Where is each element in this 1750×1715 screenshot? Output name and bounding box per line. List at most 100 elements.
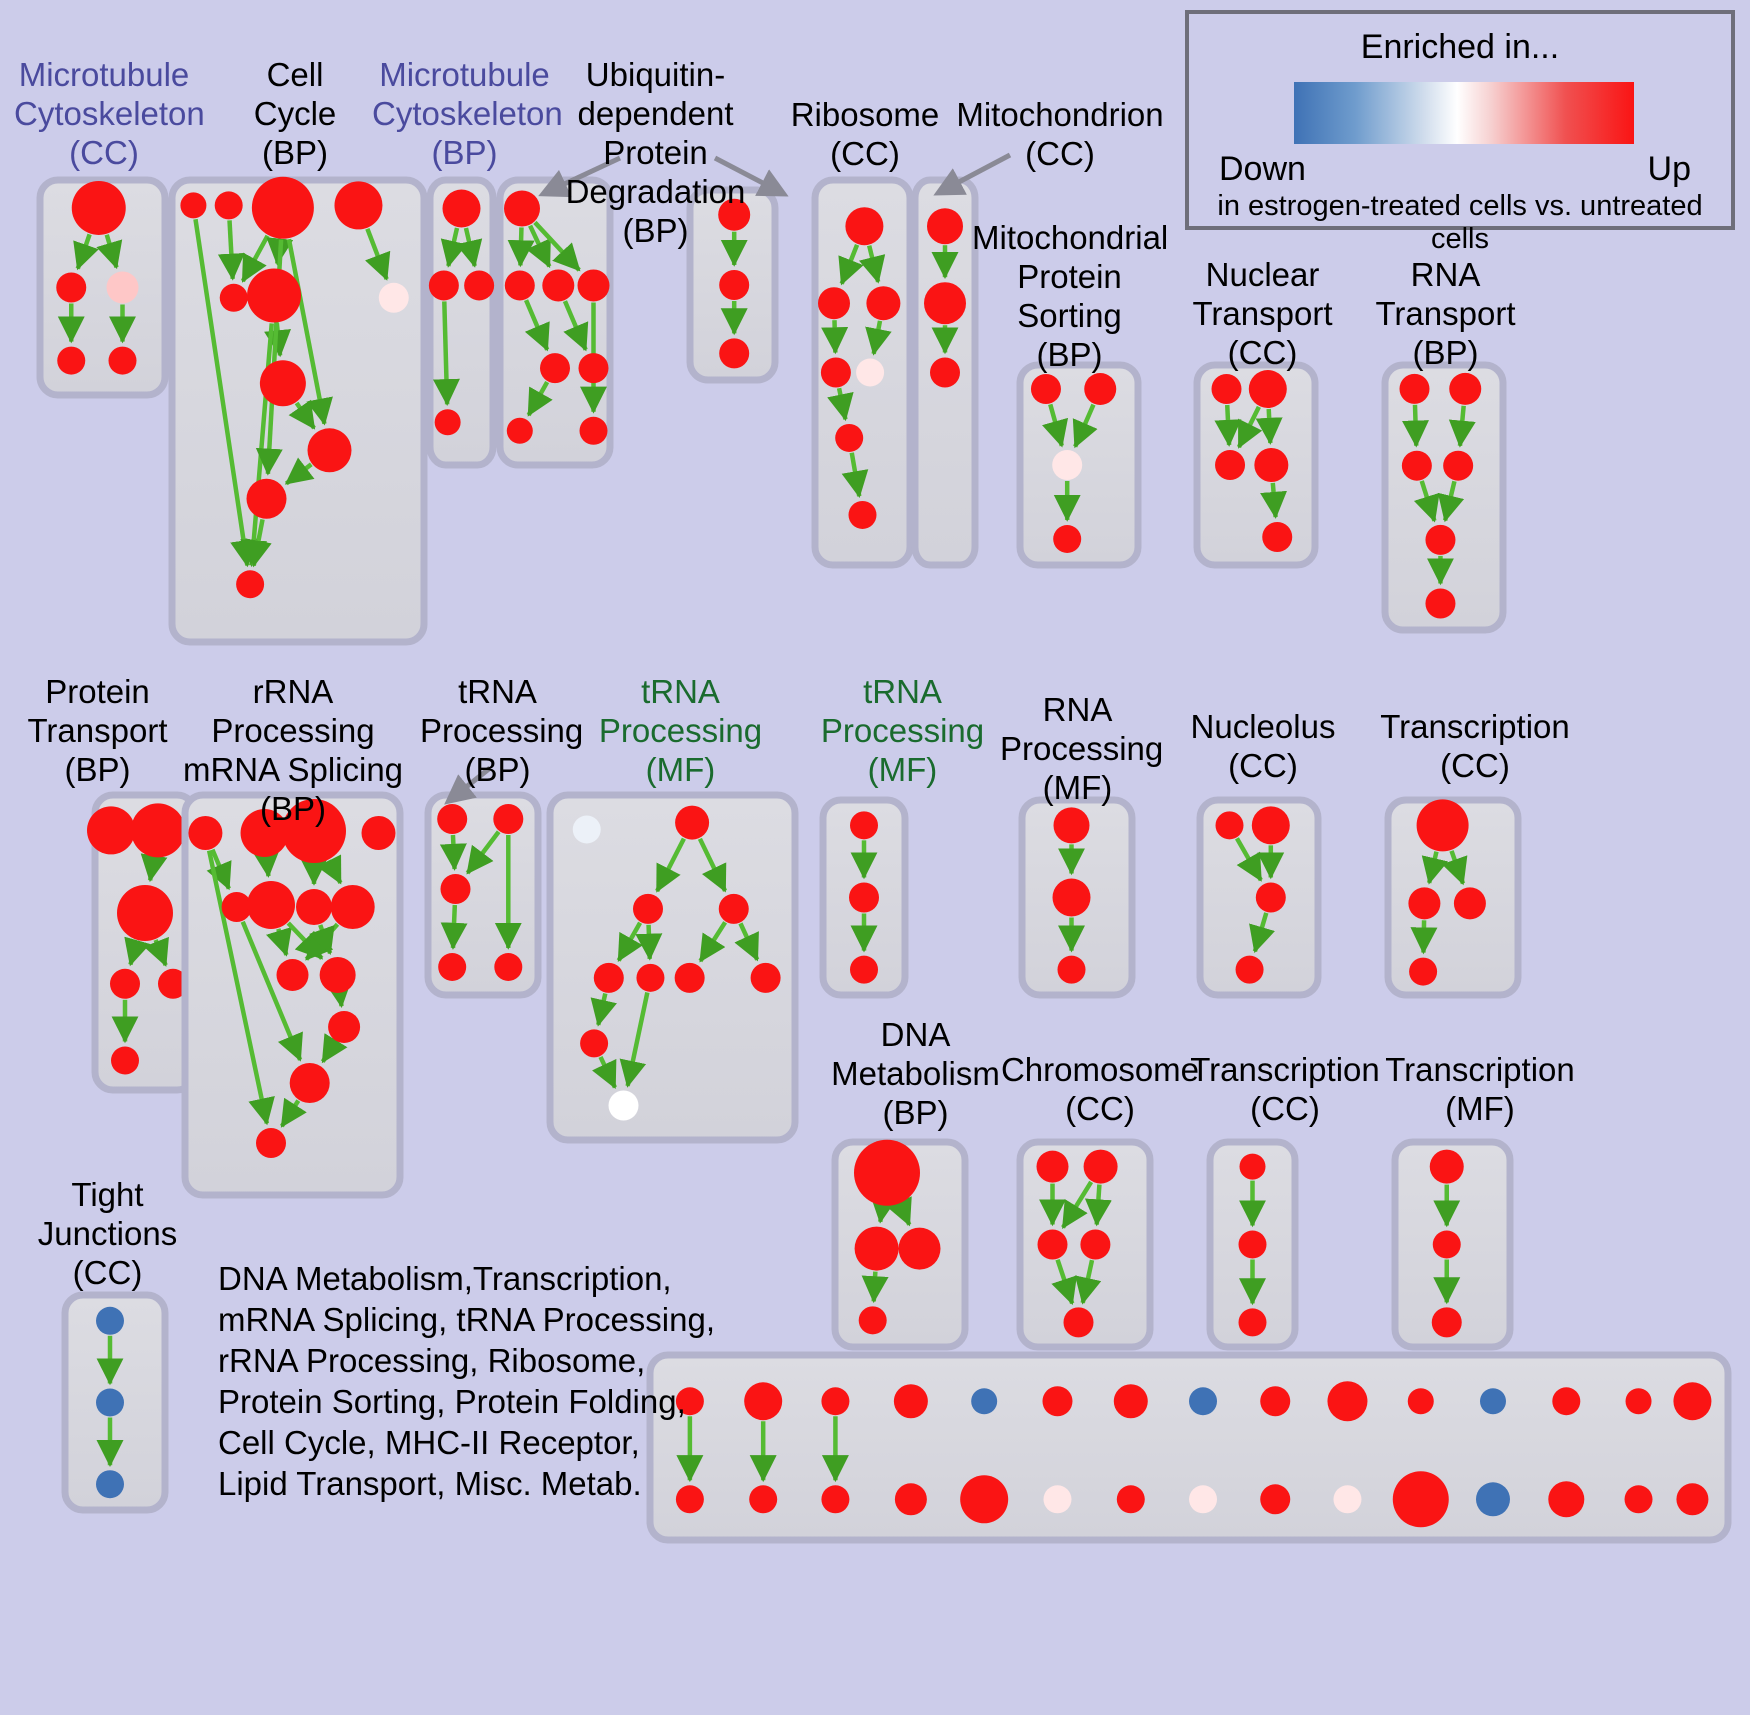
network-node[interactable] bbox=[675, 1485, 704, 1514]
network-node[interactable] bbox=[845, 207, 884, 246]
network-node[interactable] bbox=[330, 885, 375, 929]
network-node[interactable] bbox=[247, 268, 302, 323]
network-node[interactable] bbox=[96, 1306, 124, 1335]
network-node[interactable] bbox=[1453, 887, 1486, 920]
network-node[interactable] bbox=[506, 417, 533, 444]
network-node[interactable] bbox=[334, 181, 383, 230]
network-node[interactable] bbox=[718, 893, 749, 924]
network-node[interactable] bbox=[1053, 807, 1090, 844]
network-node[interactable] bbox=[1475, 1482, 1510, 1517]
network-node[interactable] bbox=[894, 1483, 927, 1516]
network-node[interactable] bbox=[1053, 525, 1082, 553]
network-node[interactable] bbox=[1030, 374, 1061, 404]
network-node[interactable] bbox=[540, 353, 570, 384]
network-node[interactable] bbox=[57, 346, 86, 375]
network-node[interactable] bbox=[898, 1227, 941, 1270]
network-node[interactable] bbox=[1084, 373, 1117, 405]
network-node[interactable] bbox=[256, 1128, 286, 1158]
network-node[interactable] bbox=[440, 874, 471, 904]
network-node[interactable] bbox=[437, 804, 468, 834]
network-node[interactable] bbox=[259, 360, 306, 407]
network-node[interactable] bbox=[1036, 1150, 1069, 1183]
network-node[interactable] bbox=[188, 816, 223, 850]
network-node[interactable] bbox=[1248, 370, 1287, 408]
network-node[interactable] bbox=[110, 968, 140, 999]
network-node[interactable] bbox=[1042, 1386, 1073, 1417]
network-node[interactable] bbox=[675, 1387, 704, 1416]
network-node[interactable] bbox=[854, 1139, 920, 1206]
network-node[interactable] bbox=[1408, 887, 1441, 920]
network-node[interactable] bbox=[850, 955, 878, 984]
network-node[interactable] bbox=[1431, 1307, 1462, 1338]
network-node[interactable] bbox=[71, 180, 126, 235]
network-node[interactable] bbox=[328, 1011, 361, 1043]
network-node[interactable] bbox=[849, 882, 879, 913]
network-node[interactable] bbox=[1260, 1484, 1291, 1515]
network-node[interactable] bbox=[96, 1470, 124, 1499]
network-node[interactable] bbox=[1037, 1229, 1068, 1260]
network-node[interactable] bbox=[675, 805, 710, 840]
network-node[interactable] bbox=[866, 286, 901, 321]
network-node[interactable] bbox=[494, 953, 523, 981]
network-node[interactable] bbox=[1052, 878, 1091, 917]
network-node[interactable] bbox=[580, 1029, 609, 1058]
network-node[interactable] bbox=[893, 1384, 928, 1419]
network-node[interactable] bbox=[821, 1485, 850, 1514]
network-node[interactable] bbox=[1083, 1149, 1118, 1184]
network-node[interactable] bbox=[1239, 1153, 1266, 1180]
network-node[interactable] bbox=[633, 893, 663, 924]
network-node[interactable] bbox=[493, 804, 524, 834]
network-node[interactable] bbox=[296, 889, 332, 925]
network-node[interactable] bbox=[56, 272, 87, 303]
network-node[interactable] bbox=[180, 192, 207, 219]
network-node[interactable] bbox=[1399, 373, 1430, 404]
network-node[interactable] bbox=[221, 892, 252, 922]
network-node[interactable] bbox=[1401, 450, 1432, 481]
network-node[interactable] bbox=[434, 409, 461, 436]
network-node[interactable] bbox=[378, 282, 409, 313]
network-node[interactable] bbox=[289, 1063, 330, 1103]
network-node[interactable] bbox=[240, 809, 289, 857]
network-node[interactable] bbox=[236, 570, 265, 599]
network-node[interactable] bbox=[1479, 1388, 1506, 1415]
network-node[interactable] bbox=[1251, 806, 1290, 845]
network-node[interactable] bbox=[1425, 588, 1456, 619]
network-node[interactable] bbox=[1189, 1485, 1218, 1514]
network-node[interactable] bbox=[1333, 1485, 1362, 1514]
network-node[interactable] bbox=[1443, 450, 1474, 481]
network-node[interactable] bbox=[131, 803, 185, 858]
network-node[interactable] bbox=[971, 1388, 998, 1415]
network-node[interactable] bbox=[1057, 955, 1086, 984]
network-node[interactable] bbox=[1211, 374, 1242, 404]
network-node[interactable] bbox=[572, 815, 601, 844]
network-node[interactable] bbox=[438, 953, 467, 981]
network-node[interactable] bbox=[504, 190, 540, 227]
network-node[interactable] bbox=[1552, 1387, 1581, 1416]
network-node[interactable] bbox=[719, 338, 750, 369]
network-node[interactable] bbox=[636, 963, 665, 992]
network-node[interactable] bbox=[251, 176, 314, 239]
network-node[interactable] bbox=[577, 269, 610, 302]
network-node[interactable] bbox=[117, 885, 173, 941]
network-node[interactable] bbox=[1080, 1229, 1111, 1260]
network-node[interactable] bbox=[1215, 811, 1244, 840]
network-node[interactable] bbox=[858, 1306, 887, 1335]
network-node[interactable] bbox=[428, 270, 459, 301]
network-node[interactable] bbox=[1429, 1149, 1464, 1184]
network-node[interactable] bbox=[1116, 1485, 1145, 1514]
network-node[interactable] bbox=[821, 1387, 850, 1416]
network-node[interactable] bbox=[1260, 1386, 1291, 1417]
network-node[interactable] bbox=[307, 428, 352, 473]
network-node[interactable] bbox=[1235, 955, 1264, 984]
network-node[interactable] bbox=[1215, 450, 1246, 480]
network-node[interactable] bbox=[820, 357, 851, 388]
network-node[interactable] bbox=[1416, 799, 1469, 852]
network-node[interactable] bbox=[1392, 1471, 1449, 1528]
network-node[interactable] bbox=[719, 270, 750, 300]
network-node[interactable] bbox=[854, 1226, 899, 1271]
network-node[interactable] bbox=[158, 968, 188, 999]
network-node[interactable] bbox=[1238, 1308, 1267, 1337]
network-node[interactable] bbox=[1327, 1381, 1368, 1422]
network-node[interactable] bbox=[361, 816, 396, 850]
network-node[interactable] bbox=[1407, 1388, 1434, 1415]
